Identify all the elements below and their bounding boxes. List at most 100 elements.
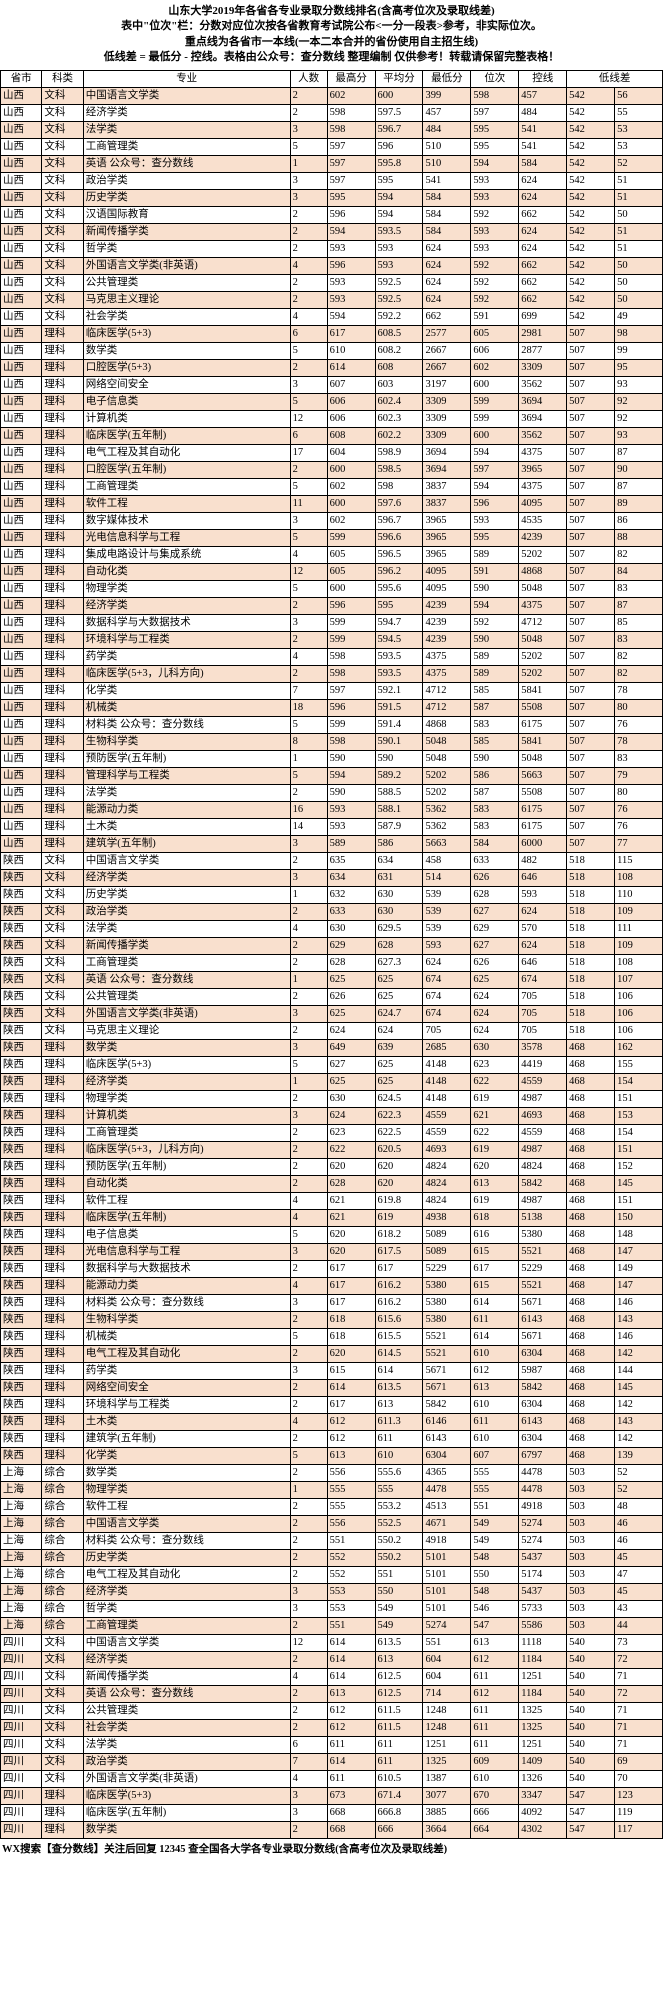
table-cell: 材料类 公众号：查分数线 <box>83 716 290 733</box>
table-row: 四川文科经济学类2614613604612118454072 <box>1 1651 663 1668</box>
table-cell: 55 <box>615 104 663 121</box>
table-cell: 595 <box>471 529 519 546</box>
table-cell: 5274 <box>519 1515 567 1532</box>
table-cell: 文科 <box>42 954 83 971</box>
table-cell: 6 <box>290 427 327 444</box>
table-cell: 510 <box>423 138 471 155</box>
table-cell: 3 <box>290 121 327 138</box>
table-cell: 陕西 <box>1 1209 42 1226</box>
table-cell: 595 <box>375 172 423 189</box>
table-cell: 628 <box>375 937 423 954</box>
table-cell: 综合 <box>42 1566 83 1583</box>
table-cell: 507 <box>567 716 615 733</box>
table-cell: 上海 <box>1 1464 42 1481</box>
table-cell: 3 <box>290 614 327 631</box>
table-cell: 584 <box>423 206 471 223</box>
table-cell: 山西 <box>1 223 42 240</box>
table-cell: 629.5 <box>375 920 423 937</box>
table-cell: 482 <box>519 852 567 869</box>
table-cell: 592.5 <box>375 274 423 291</box>
table-cell: 622.5 <box>375 1124 423 1141</box>
table-cell: 503 <box>567 1464 615 1481</box>
table-cell: 光电信息科学与工程 <box>83 1243 290 1260</box>
table-cell: 山西 <box>1 716 42 733</box>
table-cell: 555 <box>327 1481 375 1498</box>
table-cell: 605 <box>471 325 519 342</box>
table-cell: 593 <box>327 274 375 291</box>
table-cell: 电子信息类 <box>83 1226 290 1243</box>
table-cell: 503 <box>567 1532 615 1549</box>
table-cell: 理科 <box>42 1141 83 1158</box>
table-cell: 584 <box>519 155 567 172</box>
table-cell: 617 <box>327 1294 375 1311</box>
table-cell: 临床医学(五年制) <box>83 427 290 444</box>
table-cell: 5202 <box>519 665 567 682</box>
table-cell: 1251 <box>519 1668 567 1685</box>
table-cell: 5101 <box>423 1549 471 1566</box>
table-cell: 699 <box>519 308 567 325</box>
table-cell: 3837 <box>423 478 471 495</box>
table-cell: 630 <box>471 1039 519 1056</box>
table-cell: 6146 <box>423 1413 471 1430</box>
table-cell: 595 <box>471 121 519 138</box>
table-cell: 文科 <box>42 155 83 172</box>
table-cell: 理科 <box>42 716 83 733</box>
table-cell: 674 <box>423 971 471 988</box>
table-cell: 610 <box>471 1770 519 1787</box>
table-cell: 3694 <box>519 410 567 427</box>
table-cell: 624 <box>519 937 567 954</box>
table-cell: 数学类 <box>83 1039 290 1056</box>
table-cell: 药学类 <box>83 648 290 665</box>
table-cell: 4239 <box>519 529 567 546</box>
table-cell: 542 <box>567 291 615 308</box>
table-cell: 70 <box>615 1770 663 1787</box>
table-cell: 628 <box>471 886 519 903</box>
table-cell: 2 <box>290 903 327 920</box>
table-cell: 542 <box>567 172 615 189</box>
table-cell: 化学类 <box>83 1447 290 1464</box>
table-cell: 583 <box>471 801 519 818</box>
table-cell: 624 <box>519 172 567 189</box>
table-cell: 3 <box>290 1039 327 1056</box>
table-row: 四川文科公共管理类2612611.51248611132554071 <box>1 1702 663 1719</box>
table-cell: 541 <box>519 121 567 138</box>
table-cell: 503 <box>567 1566 615 1583</box>
table-cell: 621 <box>327 1192 375 1209</box>
table-cell: 623 <box>471 1056 519 1073</box>
table-cell: 4148 <box>423 1073 471 1090</box>
table-cell: 4559 <box>519 1073 567 1090</box>
table-cell: 594.5 <box>375 631 423 648</box>
table-cell: 英语 公众号：查分数线 <box>83 971 290 988</box>
table-cell: 468 <box>567 1226 615 1243</box>
table-cell: 1325 <box>423 1753 471 1770</box>
table-cell: 507 <box>567 427 615 444</box>
table-cell: 法学类 <box>83 121 290 138</box>
table-cell: 617 <box>375 1260 423 1277</box>
table-cell: 上海 <box>1 1481 42 1498</box>
table-cell: 4987 <box>519 1141 567 1158</box>
table-cell: 518 <box>567 954 615 971</box>
table-cell: 四川 <box>1 1702 42 1719</box>
table-cell: 5663 <box>423 835 471 852</box>
table-cell: 624 <box>423 291 471 308</box>
table-cell: 理科 <box>42 614 83 631</box>
table-row: 山西文科法学类3598596.748459554154253 <box>1 121 663 138</box>
table-cell: 468 <box>567 1396 615 1413</box>
table-cell: 92 <box>615 393 663 410</box>
table-cell: 613 <box>471 1379 519 1396</box>
table-cell: 627 <box>471 937 519 954</box>
table-cell: 山西 <box>1 257 42 274</box>
table-cell: 5 <box>290 529 327 546</box>
table-cell: 山西 <box>1 444 42 461</box>
table-row: 山西理科网络空间安全36076033197600356250793 <box>1 376 663 393</box>
table-cell: 705 <box>423 1022 471 1039</box>
table-cell: 2 <box>290 1464 327 1481</box>
table-cell: 建筑学(五年制) <box>83 835 290 852</box>
table-cell: 陕西 <box>1 903 42 920</box>
table-cell: 624 <box>423 257 471 274</box>
table-cell: 608.5 <box>375 325 423 342</box>
table-cell: 670 <box>471 1787 519 1804</box>
table-cell: 570 <box>519 920 567 937</box>
table-cell: 理科 <box>42 1260 83 1277</box>
table-cell: 93 <box>615 427 663 444</box>
